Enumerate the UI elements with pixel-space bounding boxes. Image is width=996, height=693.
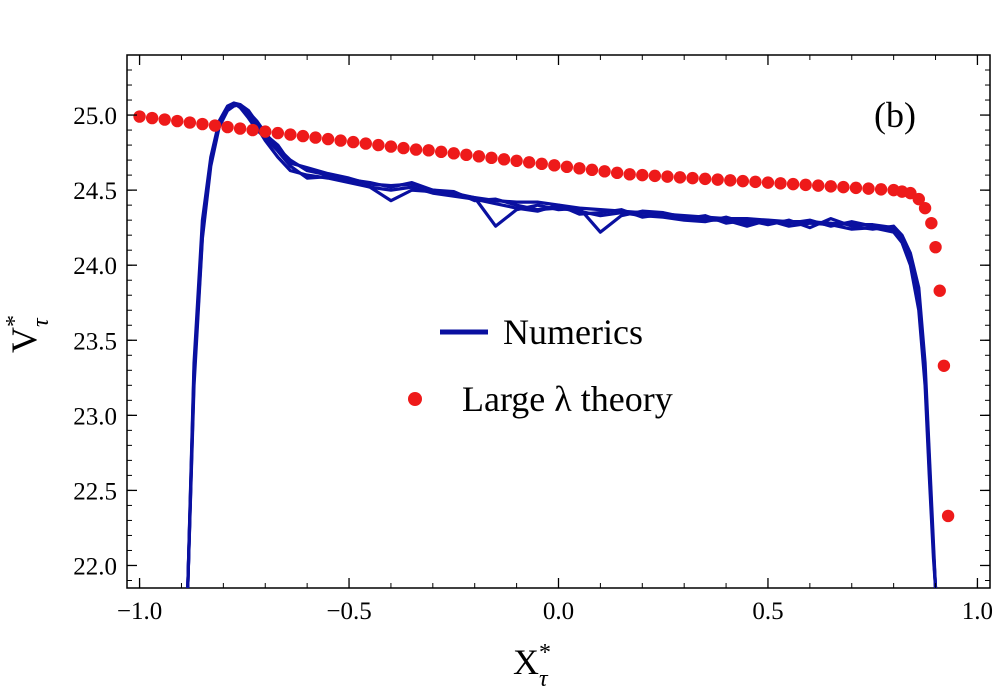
theory-point xyxy=(912,192,925,206)
theory-point xyxy=(183,116,197,129)
x-axis-label-sup: * xyxy=(539,640,551,666)
theory-point xyxy=(799,178,812,192)
theory-point xyxy=(397,141,410,155)
x-axis-label: X* τ xyxy=(513,640,551,692)
tick-layer: −1.0 −0.5 0.0 0.5 1.0 22.0 22.5 23.0 23.5 24.0 24.… xyxy=(73,55,993,625)
theory-point xyxy=(560,160,574,174)
theory-point xyxy=(233,122,247,135)
theory-point xyxy=(837,180,850,194)
legend-marker-theory xyxy=(408,392,422,406)
theory-point xyxy=(548,159,561,172)
theory-point xyxy=(933,284,946,297)
panel-label: (b) xyxy=(874,95,916,135)
theory-point xyxy=(862,182,875,195)
theory-point xyxy=(724,174,737,187)
theory-point xyxy=(774,177,787,190)
theory-point xyxy=(133,110,146,123)
x-tick-label: −1.0 xyxy=(117,598,162,625)
y-tick-label: 22.5 xyxy=(73,478,117,505)
x-tick-label: 1.0 xyxy=(962,598,993,625)
theory-point xyxy=(761,176,775,189)
theory-point xyxy=(522,156,536,169)
theory-point xyxy=(284,128,297,141)
y-tick-label: 23.0 xyxy=(73,403,117,430)
y-tick-label: 22.0 xyxy=(73,553,117,580)
theory-point xyxy=(824,180,838,193)
x-axis-label-sub: τ xyxy=(539,666,549,692)
theory-point xyxy=(786,177,800,191)
theory-point xyxy=(145,111,159,125)
series-layer xyxy=(133,101,955,588)
theory-point xyxy=(812,179,825,192)
y-axis-label-sub: τ xyxy=(28,317,54,327)
theory-point xyxy=(918,201,932,215)
theory-point xyxy=(309,131,322,144)
theory-point xyxy=(434,145,448,159)
theory-point xyxy=(598,165,611,178)
theory-point xyxy=(422,144,435,157)
theory-point xyxy=(384,140,398,153)
y-axis-label: V*τ xyxy=(2,315,54,353)
theory-point xyxy=(648,169,662,183)
theory-point xyxy=(673,171,687,184)
y-axis-label-sup: * xyxy=(2,315,28,327)
theory-point xyxy=(573,162,586,175)
theory-point xyxy=(497,153,511,166)
numerics-line xyxy=(186,102,938,588)
theory-point xyxy=(585,163,599,177)
theory-point xyxy=(736,174,750,188)
legend: Numerics Large λ theory xyxy=(408,312,673,419)
theory-point xyxy=(196,117,209,131)
x-tick-label: −0.5 xyxy=(326,598,371,625)
y-tick-label: 24.5 xyxy=(73,178,117,205)
theory-point xyxy=(347,135,360,149)
legend-label-numerics: Numerics xyxy=(503,312,643,352)
theory-point xyxy=(158,113,171,126)
y-tick-label: 24.0 xyxy=(73,253,117,280)
theory-point xyxy=(623,168,636,181)
theory-point xyxy=(937,359,951,372)
theory-point xyxy=(334,134,347,147)
theory-point xyxy=(372,138,385,152)
y-tick-label: 23.5 xyxy=(73,328,117,355)
theory-point xyxy=(535,157,548,171)
theory-point xyxy=(485,151,498,165)
x-axis-label-main: X xyxy=(513,642,539,682)
theory-point xyxy=(874,183,888,196)
theory-point xyxy=(246,123,259,137)
y-tick-label: 25.0 xyxy=(73,103,117,130)
theory-point xyxy=(929,240,942,254)
theory-point xyxy=(849,181,863,195)
y-axis-label-main: V xyxy=(4,327,44,353)
theory-point xyxy=(510,154,523,168)
theory-point xyxy=(296,129,310,143)
theory-point xyxy=(610,166,624,180)
theory-point xyxy=(271,126,285,140)
theory-point xyxy=(208,119,222,132)
theory-point xyxy=(711,173,724,186)
x-tick-label: 0.5 xyxy=(752,598,783,625)
theory-point xyxy=(925,216,938,230)
theory-point xyxy=(447,147,460,160)
theory-point xyxy=(359,137,372,150)
theory-point xyxy=(171,114,184,128)
theory-point xyxy=(259,125,272,138)
theory-point xyxy=(472,150,486,163)
theory-point xyxy=(321,132,335,146)
theory-point xyxy=(661,170,674,183)
theory-point xyxy=(460,148,473,162)
theory-point xyxy=(409,143,423,156)
x-tick-label: 0.0 xyxy=(543,598,574,625)
theory-point xyxy=(749,175,762,189)
theory-point xyxy=(636,168,649,182)
theory-point xyxy=(698,172,712,186)
theory-point xyxy=(941,509,955,523)
theory-point xyxy=(221,120,234,134)
legend-label-theory: Large λ theory xyxy=(462,379,673,419)
theory-point xyxy=(686,171,699,185)
